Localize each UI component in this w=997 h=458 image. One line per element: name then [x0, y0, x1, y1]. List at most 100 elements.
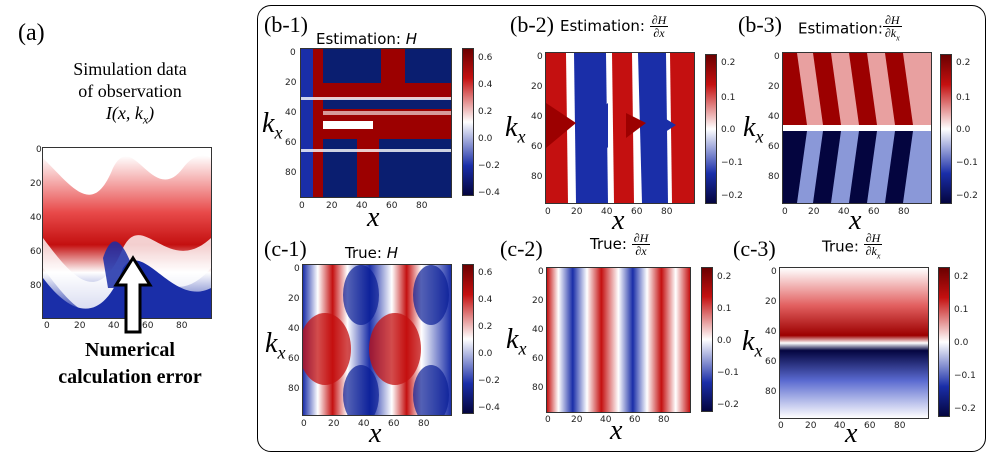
panel-c3-cbar-tick: −0.2	[954, 404, 976, 414]
panel-b3-colorbar	[940, 54, 952, 204]
panel-b3-label: (b-3)	[738, 12, 782, 37]
panel-b2-heatmap	[545, 52, 695, 204]
panel-b3-ytick: 0	[774, 52, 780, 62]
panel-c1-ylabel: kx	[265, 328, 286, 363]
panel-b1-cbar-tick: 0.0	[478, 134, 493, 144]
panel-c1-ytick: 40	[288, 324, 300, 334]
panel-b2-ytick: 40	[531, 112, 543, 122]
panel-a: (a) Simulation data of observation I(x, …	[0, 0, 250, 458]
panel-c1-cbar-tick: −0.2	[478, 376, 500, 386]
panel-c1-ytick: 60	[288, 354, 300, 364]
panel-b1-heatmap	[300, 48, 452, 198]
panel-c1-label: (c-1)	[264, 236, 307, 261]
panel-b3-xtick: 40	[838, 207, 850, 217]
panel-a-xtick: 0	[44, 321, 50, 331]
panel-c3-cbar-tick: 0.2	[954, 272, 969, 282]
panel-b2-cbar-tick: 0.2	[721, 58, 736, 68]
panel-b3-xtick: 60	[868, 207, 880, 217]
panel-c2-cbar-tick: 0.2	[717, 272, 732, 282]
panel-c1-xtick: 20	[328, 419, 340, 429]
panel-b2-heatmap-svg	[546, 53, 694, 203]
panel-b1-cbar-tick: −0.4	[478, 188, 500, 198]
panel-b3-ytick: 60	[768, 142, 780, 152]
panel-a-xtick: 60	[142, 321, 154, 331]
panel-c2-cbar-tick: −0.2	[717, 400, 739, 410]
panel-c2-ylabel: kx	[506, 324, 527, 359]
panel-c3-label: (c-3)	[733, 236, 776, 261]
panel-c3-ytick: 40	[765, 327, 777, 337]
panel-c2-xtick: 60	[629, 415, 641, 425]
panel-c2-cbar-tick: 0.1	[717, 304, 732, 314]
panel-a-ytick: 40	[30, 213, 42, 223]
panel-c2-xtick: 80	[658, 415, 670, 425]
panel-b2-title: Estimation: ∂H ∂x	[560, 13, 669, 40]
panel-b2-ytick: 20	[531, 82, 543, 92]
panel-c2-cbar-tick: −0.1	[717, 368, 739, 378]
panel-b2-cbar-tick: 0.0	[721, 125, 736, 135]
panel-b1-ylabel: kx	[262, 108, 283, 143]
panel-b3-colorbar-svg	[941, 55, 951, 203]
panel-c1-cbar-tick: 0.4	[478, 295, 493, 305]
caption-line-2: of observation	[78, 81, 182, 101]
panel-b2-ytick: 0	[537, 52, 543, 62]
panel-b1-colorbar-svg	[463, 49, 473, 195]
panel-c2-xlabel: x	[610, 415, 623, 446]
panel-b1-cbar-tick: −0.2	[478, 161, 500, 171]
panel-b1-title: Estimation: H	[316, 30, 417, 48]
panel-b2-colorbar	[705, 54, 717, 204]
panel-b1-xtick: 20	[326, 201, 338, 211]
panel-c3-frac: ∂H ∂kx	[863, 231, 883, 261]
panel-b3-ytick: 20	[768, 82, 780, 92]
error-line-1: Numerical	[85, 339, 175, 361]
panel-b2-xtick: 20	[571, 207, 583, 217]
panel-b2-cbar-tick: −0.1	[721, 158, 743, 168]
panel-b1-xtick: 0	[299, 201, 305, 211]
panel-c2-ytick: 0	[538, 267, 544, 277]
panel-b2-colorbar-svg	[706, 55, 716, 203]
panel-c3-colorbar-svg	[939, 268, 949, 416]
error-line-2: calculation error	[58, 366, 202, 388]
panel-b1-heatmap-svg	[301, 49, 451, 197]
panel-c2-xtick: 20	[571, 415, 583, 425]
panel-b1-cbar-tick: 0.6	[478, 53, 493, 63]
panel-c2-ytick: 40	[532, 325, 544, 335]
panel-c1-xtick: 60	[388, 419, 400, 429]
panel-a-ytick: 80	[30, 281, 42, 291]
panel-c1-ytick: 80	[288, 384, 300, 394]
panel-a-xtick: 80	[176, 321, 188, 331]
panel-c2-colorbar	[701, 267, 713, 412]
panel-c3-xtick: 20	[805, 421, 817, 431]
panel-c2-frac: ∂H ∂x	[631, 231, 651, 258]
panel-b1-ytick: 60	[285, 138, 297, 148]
panel-b3-ytick: 40	[768, 112, 780, 122]
panel-a-xtick: 20	[74, 321, 86, 331]
panel-c2-ytick: 20	[532, 296, 544, 306]
panel-c1-colorbar-svg	[463, 265, 473, 413]
panel-b1-cbar-tick: 0.2	[478, 107, 493, 117]
panel-c1-cbar-tick: 0.2	[478, 322, 493, 332]
panel-c3-ytick: 20	[765, 297, 777, 307]
panel-b1-ytick: 80	[285, 168, 297, 178]
caption-formula: I(x, kx)	[105, 103, 155, 127]
caption-line-1: Simulation data	[73, 59, 187, 79]
panel-c1-cbar-tick: 0.0	[478, 349, 493, 359]
panel-c3-cbar-tick: 0.1	[954, 305, 969, 315]
panel-c1-cbar-tick: −0.4	[478, 403, 500, 413]
panel-b2-label: (b-2)	[510, 12, 554, 37]
panel-c2-title: True: ∂H ∂x	[590, 231, 651, 258]
up-arrow-icon	[113, 255, 153, 334]
panel-a-ytick: 20	[30, 179, 42, 189]
panel-c2-heatmap-svg	[547, 268, 690, 412]
panel-b1-colorbar	[462, 48, 474, 196]
error-annotation: Numerical calculation error	[15, 337, 245, 391]
panel-c3-ytick: 80	[765, 387, 777, 397]
panel-b1-xtick: 80	[416, 201, 428, 211]
panel-c2-xtick: 0	[545, 415, 551, 425]
panel-c1-xtick: 0	[301, 419, 307, 429]
panel-b1-ytick: 40	[285, 108, 297, 118]
panel-c3-xtick: 0	[778, 421, 784, 431]
panel-b3-cbar-tick: −0.1	[956, 158, 978, 168]
panel-c1-heatmap	[299, 264, 452, 425]
panel-c3-heatmap-svg	[780, 268, 928, 418]
panel-b3-xlabel: x	[849, 205, 862, 236]
